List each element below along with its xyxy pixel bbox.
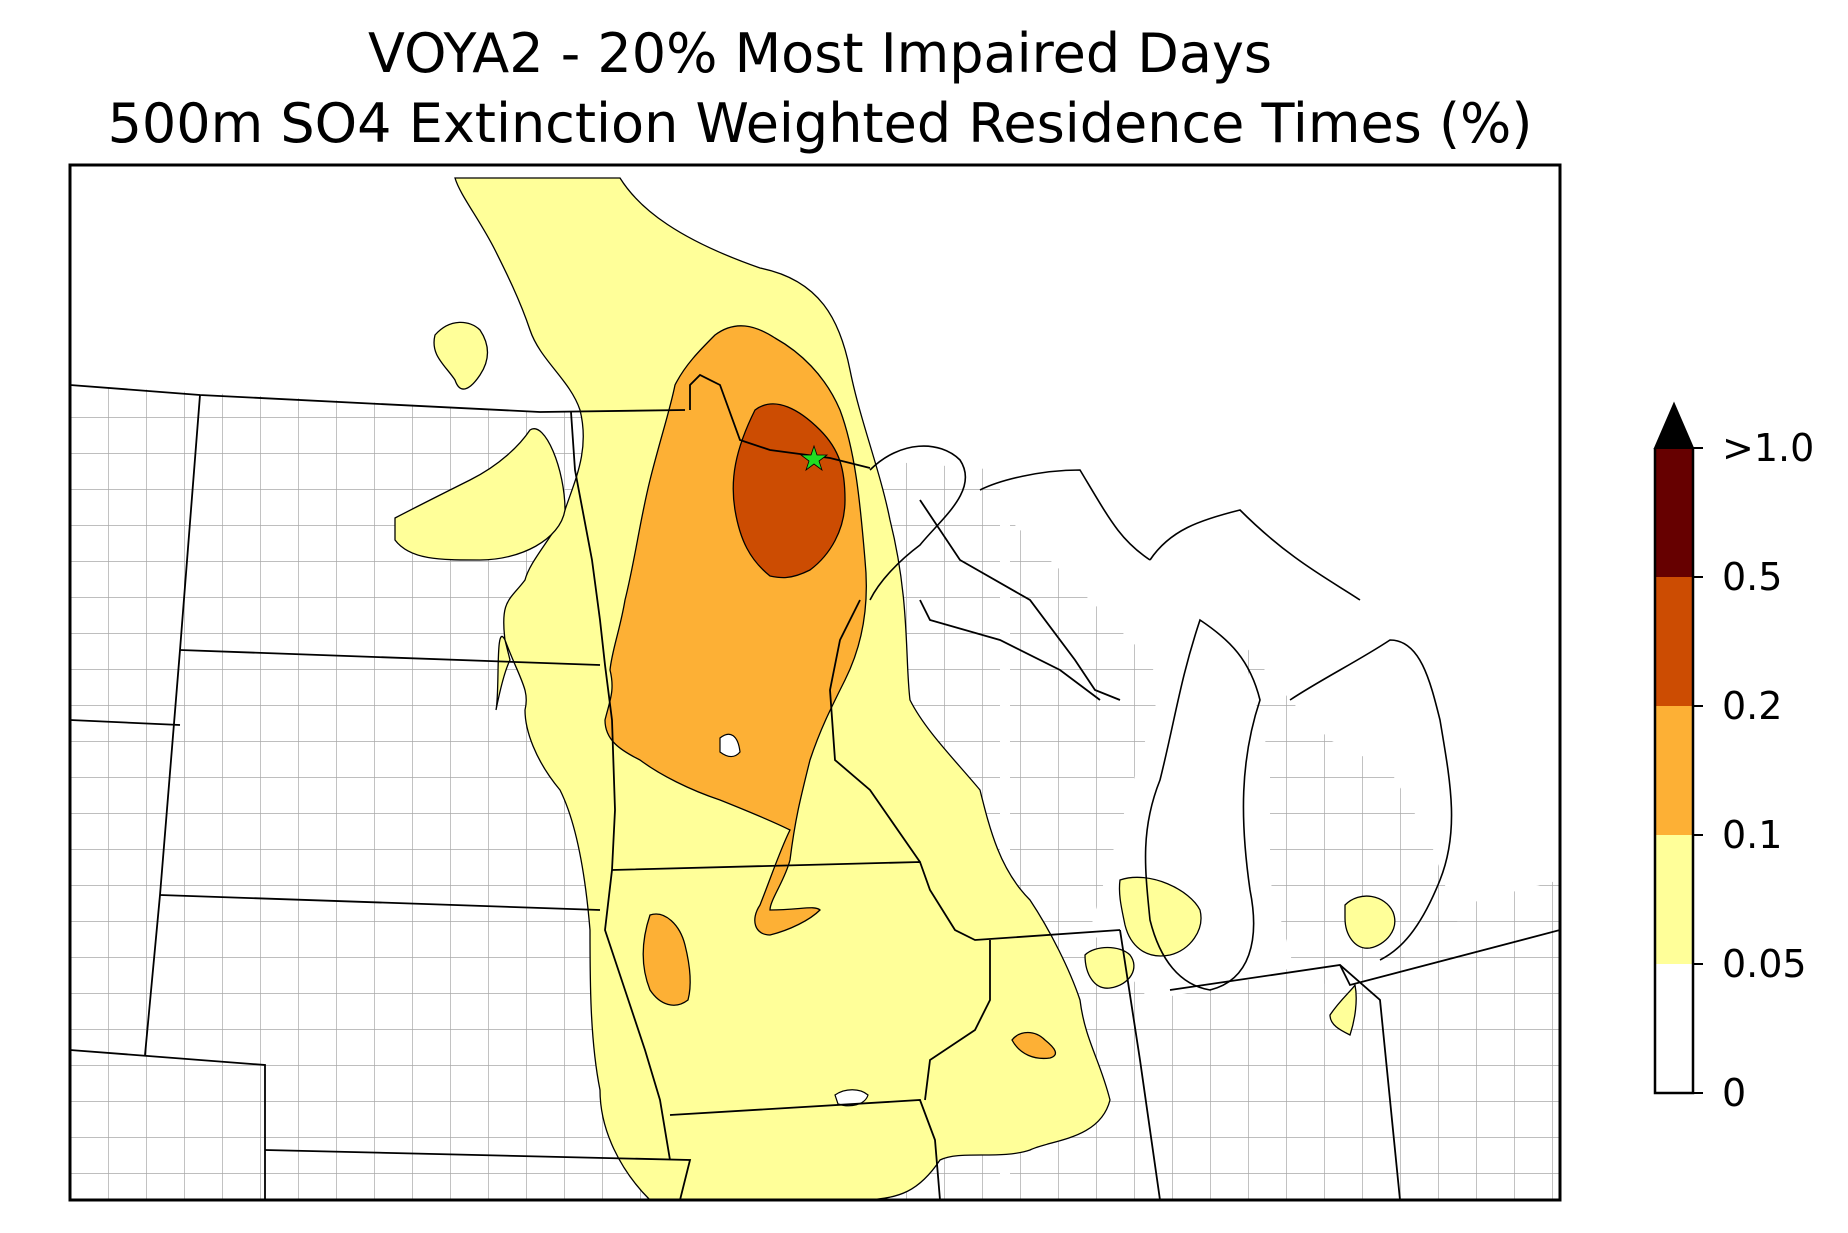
map-area (70, 177, 1560, 1200)
colorbar-tick-label: >1.0 (1722, 426, 1815, 470)
colorbar-segment (1655, 577, 1693, 706)
colorbar-segment (1655, 835, 1693, 964)
site-star-icon (799, 444, 829, 472)
colorbar-segment (1655, 964, 1693, 1093)
lake-shorelines (869, 445, 1453, 991)
contour-holes (719, 733, 869, 1107)
colorbar-outline (1653, 448, 1695, 1095)
colorbar-extend-arrow (1653, 401, 1695, 449)
colorbar-tick-label: 0.2 (1722, 684, 1783, 728)
map-title: VOYA2 - 20% Most Impaired Days (367, 22, 1273, 85)
colorbar-segment (1655, 448, 1693, 577)
map-subtitle: 500m SO4 Extinction Weighted Residence T… (107, 92, 1533, 155)
colorbar (1653, 401, 1703, 1095)
map-frame (68, 163, 1562, 1202)
colorbar-tick-label: 0.5 (1722, 555, 1783, 599)
colorbar-segment (1655, 706, 1693, 835)
colorbar-tick-label: 0.05 (1722, 942, 1807, 986)
colorbar-tick-label: 0 (1722, 1071, 1747, 1115)
state-borders (70, 373, 1560, 1200)
colorbar-tick-label: 0.1 (1722, 813, 1783, 857)
